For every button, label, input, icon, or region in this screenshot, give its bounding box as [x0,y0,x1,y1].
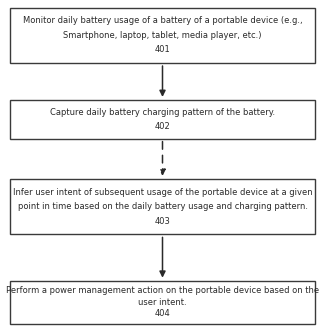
Text: 403: 403 [155,217,170,226]
Text: point in time based on the daily battery usage and charging pattern.: point in time based on the daily battery… [18,202,307,211]
Text: user intent.: user intent. [138,298,187,307]
Bar [10,179,315,235]
Text: Infer user intent of subsequent usage of the portable device at a given: Infer user intent of subsequent usage of… [13,187,312,197]
Text: 401: 401 [155,45,170,54]
Text: Perform a power management action on the portable device based on the: Perform a power management action on the… [6,286,319,295]
Bar [10,100,315,138]
Text: Capture daily battery charging pattern of the battery.: Capture daily battery charging pattern o… [50,108,275,117]
Text: 402: 402 [155,122,170,131]
Text: Monitor daily battery usage of a battery of a portable device (e.g.,: Monitor daily battery usage of a battery… [23,16,302,25]
Bar [10,281,315,324]
Bar [10,8,315,63]
Text: 404: 404 [155,309,170,319]
Text: Smartphone, laptop, tablet, media player, etc.): Smartphone, laptop, tablet, media player… [63,31,262,40]
